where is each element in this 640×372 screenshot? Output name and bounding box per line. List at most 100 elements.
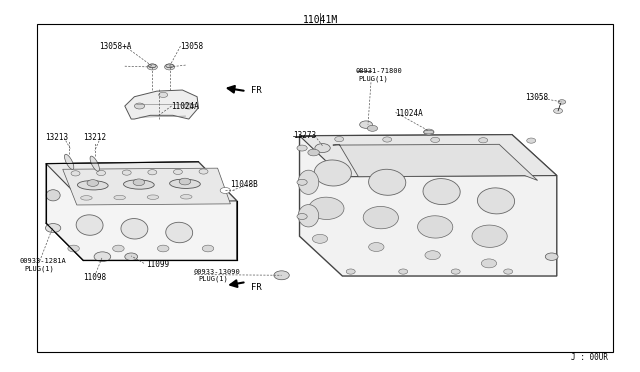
Ellipse shape [121, 219, 148, 239]
Polygon shape [300, 135, 557, 276]
Circle shape [94, 252, 111, 262]
Circle shape [68, 245, 79, 252]
Circle shape [308, 149, 319, 156]
Ellipse shape [180, 195, 192, 199]
Circle shape [133, 179, 145, 186]
Circle shape [399, 269, 408, 274]
Ellipse shape [369, 169, 406, 195]
Circle shape [315, 144, 330, 153]
Circle shape [346, 269, 355, 274]
Ellipse shape [308, 197, 344, 219]
Text: PLUG(1): PLUG(1) [24, 265, 54, 272]
Polygon shape [125, 90, 198, 119]
Ellipse shape [124, 180, 154, 189]
Polygon shape [333, 144, 538, 180]
Text: 11099: 11099 [146, 260, 169, 269]
Text: FR: FR [251, 283, 262, 292]
Circle shape [220, 187, 230, 193]
Text: 11024A: 11024A [172, 102, 199, 110]
Circle shape [431, 137, 440, 142]
Text: 00933-1281A: 00933-1281A [19, 258, 66, 264]
Ellipse shape [298, 205, 319, 227]
Circle shape [202, 245, 214, 252]
Ellipse shape [81, 196, 92, 200]
Text: J : 00UR: J : 00UR [571, 353, 608, 362]
Text: 13058: 13058 [180, 42, 204, 51]
Circle shape [164, 64, 175, 70]
Circle shape [425, 251, 440, 260]
Circle shape [274, 271, 289, 280]
Ellipse shape [90, 156, 99, 171]
Circle shape [481, 259, 497, 268]
Circle shape [451, 269, 460, 274]
Circle shape [173, 169, 182, 174]
Circle shape [504, 269, 513, 274]
Text: 00933-13090: 00933-13090 [194, 269, 241, 275]
Text: 11024A: 11024A [396, 109, 423, 118]
Circle shape [312, 234, 328, 243]
Ellipse shape [363, 206, 399, 229]
Circle shape [159, 92, 168, 97]
Circle shape [558, 100, 566, 104]
Ellipse shape [76, 215, 103, 235]
Text: 13212: 13212 [83, 133, 106, 142]
Circle shape [383, 137, 392, 142]
Circle shape [125, 253, 138, 260]
Circle shape [134, 103, 145, 109]
Text: 11041M: 11041M [302, 15, 338, 25]
Circle shape [369, 243, 384, 251]
Circle shape [184, 103, 194, 109]
Ellipse shape [77, 180, 108, 190]
Text: 13058: 13058 [525, 93, 548, 102]
Ellipse shape [298, 170, 319, 195]
Circle shape [113, 245, 124, 252]
Circle shape [179, 178, 191, 185]
Circle shape [335, 137, 344, 142]
Ellipse shape [472, 225, 508, 247]
Ellipse shape [170, 179, 200, 189]
Circle shape [157, 245, 169, 252]
Ellipse shape [148, 64, 156, 68]
Circle shape [527, 138, 536, 143]
Polygon shape [46, 162, 237, 260]
Ellipse shape [65, 154, 74, 169]
Polygon shape [63, 168, 230, 205]
Ellipse shape [477, 188, 515, 214]
Ellipse shape [114, 195, 125, 200]
Ellipse shape [424, 130, 434, 134]
Circle shape [87, 180, 99, 186]
Text: 11048B: 11048B [230, 180, 258, 189]
Ellipse shape [166, 222, 193, 243]
Ellipse shape [166, 64, 173, 68]
Circle shape [199, 169, 208, 174]
Ellipse shape [46, 190, 60, 201]
Text: 08931-71800: 08931-71800 [355, 68, 402, 74]
Text: 13273: 13273 [293, 131, 316, 140]
Ellipse shape [423, 179, 460, 205]
Circle shape [297, 214, 307, 219]
Circle shape [122, 170, 131, 175]
Polygon shape [300, 135, 557, 177]
Circle shape [554, 108, 563, 113]
Bar [37, 24, 613, 352]
Text: 13213: 13213 [45, 133, 68, 142]
Text: PLUG(1): PLUG(1) [358, 76, 388, 82]
Circle shape [97, 170, 106, 176]
Ellipse shape [314, 160, 351, 186]
Polygon shape [46, 162, 237, 203]
Text: PLUG(1): PLUG(1) [198, 276, 228, 282]
Circle shape [424, 129, 434, 135]
Circle shape [297, 179, 307, 185]
Circle shape [45, 224, 61, 232]
Text: 13058+A: 13058+A [99, 42, 132, 51]
Ellipse shape [147, 195, 159, 199]
Circle shape [479, 138, 488, 143]
Circle shape [545, 253, 558, 260]
Circle shape [147, 64, 157, 70]
Text: FR: FR [251, 86, 262, 95]
Circle shape [297, 145, 307, 151]
Circle shape [71, 171, 80, 176]
Circle shape [148, 170, 157, 175]
Ellipse shape [417, 216, 453, 238]
Circle shape [360, 121, 372, 128]
